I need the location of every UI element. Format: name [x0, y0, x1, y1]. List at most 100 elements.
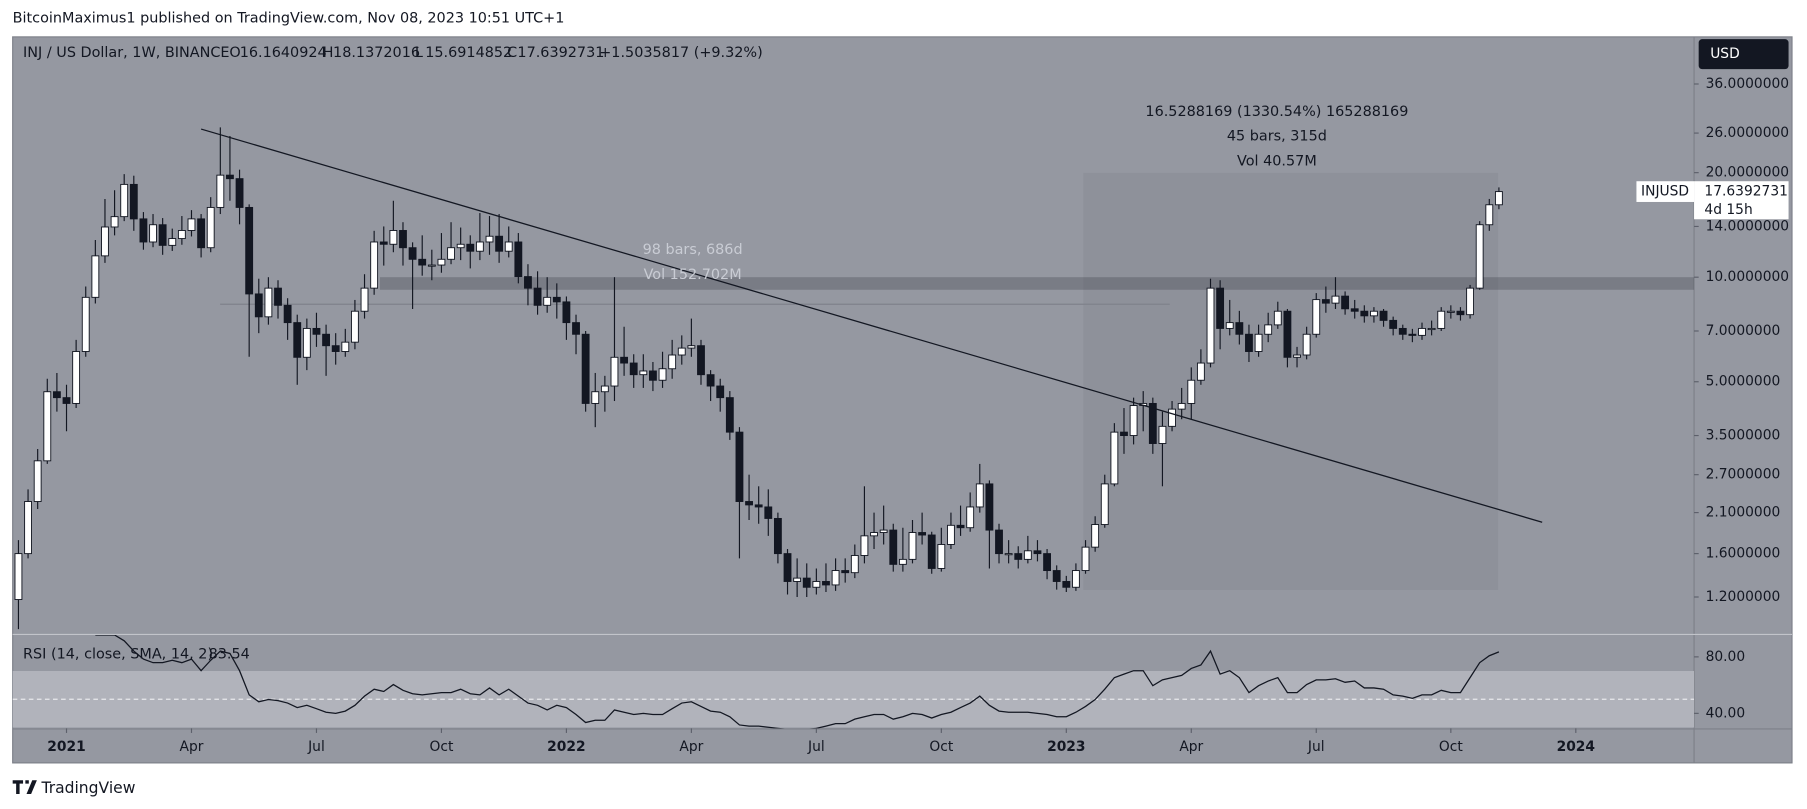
symbol-label: INJUSD — [1641, 184, 1689, 200]
candle-body — [629, 362, 638, 376]
candle-body — [1177, 402, 1186, 410]
candle-body — [1052, 570, 1061, 582]
candle-body — [918, 532, 927, 536]
candle-body — [1398, 327, 1407, 335]
candle-body — [870, 532, 878, 537]
candle-body — [129, 183, 138, 220]
candle-body — [168, 238, 177, 246]
candle-body — [735, 431, 744, 502]
candle-body — [1091, 524, 1100, 548]
x-tick-label: Oct — [1439, 739, 1463, 755]
resistance-zone — [379, 277, 1695, 290]
rsi-label: RSI (14, close, SMA, 14, 2) — [23, 647, 213, 663]
candle-body — [1427, 327, 1436, 331]
currency-button[interactable] — [1698, 39, 1789, 70]
candle-body — [1302, 333, 1311, 356]
ohlc-letter: L — [415, 45, 423, 61]
y-tick-label: 7.0000000 — [1706, 323, 1781, 339]
label-layer: INJ / US Dollar, 1W, BINANCE O 16.1640924H… — [23, 45, 1789, 755]
candle-body — [456, 243, 465, 249]
x-tick-label: 2021 — [47, 739, 85, 755]
candle-body — [745, 501, 753, 506]
x-tick-label: Oct — [429, 739, 453, 755]
candle-body — [1321, 299, 1330, 304]
candle-body — [418, 258, 427, 266]
candle-body — [1196, 362, 1205, 381]
candle-body — [1072, 570, 1080, 588]
candle-body — [91, 255, 100, 298]
candle-body — [24, 501, 32, 555]
candle-body — [572, 322, 580, 335]
candle-body — [1225, 322, 1234, 329]
candle-body — [399, 230, 407, 249]
candle-body — [389, 230, 398, 245]
candle-body — [81, 296, 90, 352]
ohlc-value: 15.6914852 — [425, 45, 512, 61]
ohlc-letter: O — [229, 45, 240, 61]
candle-body — [533, 287, 542, 306]
candle-body — [706, 374, 715, 387]
candle-body — [975, 483, 984, 508]
candle-body — [1350, 308, 1359, 312]
candle-body — [937, 544, 946, 569]
chart-title: INJ / US Dollar, 1W, BINANCE — [23, 45, 229, 61]
candle-body — [302, 327, 311, 358]
candle-body — [1331, 295, 1340, 304]
candle-body — [822, 581, 830, 586]
candle-body — [610, 356, 619, 387]
candle-body — [1360, 310, 1369, 317]
candle-body — [687, 345, 696, 349]
candle-body — [514, 241, 523, 278]
candle-body — [764, 506, 773, 519]
candle-body — [1312, 299, 1321, 335]
candle-body — [620, 356, 629, 364]
candle-body — [177, 230, 186, 240]
candle-body — [725, 397, 734, 433]
candle-body — [52, 391, 61, 399]
candle-body — [72, 351, 81, 404]
candle-body — [33, 460, 42, 502]
y-tick-label: 1.2000000 — [1706, 589, 1781, 605]
measure-label: Vol 40.57M — [1237, 153, 1317, 169]
candle-body — [1023, 550, 1032, 560]
candle-body — [879, 529, 888, 533]
candle-body — [1254, 333, 1263, 352]
candle-body — [995, 529, 1003, 555]
candle-body — [1293, 354, 1301, 358]
candle-body — [1494, 191, 1503, 206]
candle-body — [62, 397, 71, 404]
candle-body — [1389, 319, 1398, 329]
x-tick-label: Apr — [679, 739, 703, 755]
rsi-layer — [12, 634, 1695, 729]
candle-body — [581, 333, 590, 404]
candle-body — [293, 322, 302, 358]
candle-body — [562, 301, 571, 324]
candle-body — [274, 287, 282, 306]
candle-body — [331, 345, 340, 352]
candle-body — [985, 483, 994, 531]
ohlc-value: 18.1372016 — [333, 45, 420, 61]
candle-body — [639, 370, 648, 376]
y-tick-label: 26.0000000 — [1706, 125, 1789, 141]
candle-body — [1216, 287, 1225, 329]
measure-label: 45 bars, 315d — [1227, 129, 1327, 145]
y-tick-label: 5.0000000 — [1706, 374, 1781, 390]
currency-label[interactable]: USD — [1710, 46, 1740, 62]
candle-body — [773, 517, 782, 555]
attribution: BitcoinMaximus1 published on TradingView… — [13, 10, 565, 26]
y-tick-label: 3.5000000 — [1706, 428, 1781, 444]
price-label: 17.6392731 — [1704, 184, 1787, 200]
candle-body — [427, 264, 436, 267]
candle-body — [1206, 287, 1215, 364]
candle-body — [1408, 333, 1417, 336]
y-tick-label: 10.0000000 — [1706, 269, 1789, 285]
ohlc-letter: H — [323, 45, 334, 61]
candle-body — [101, 226, 109, 257]
rsi-line — [95, 634, 1500, 729]
candle-body — [591, 391, 600, 404]
candle-body — [956, 524, 965, 529]
candle-body — [524, 276, 532, 289]
candle-body — [1273, 310, 1282, 326]
candle-body — [379, 241, 388, 245]
symbol-box — [1636, 181, 1695, 202]
